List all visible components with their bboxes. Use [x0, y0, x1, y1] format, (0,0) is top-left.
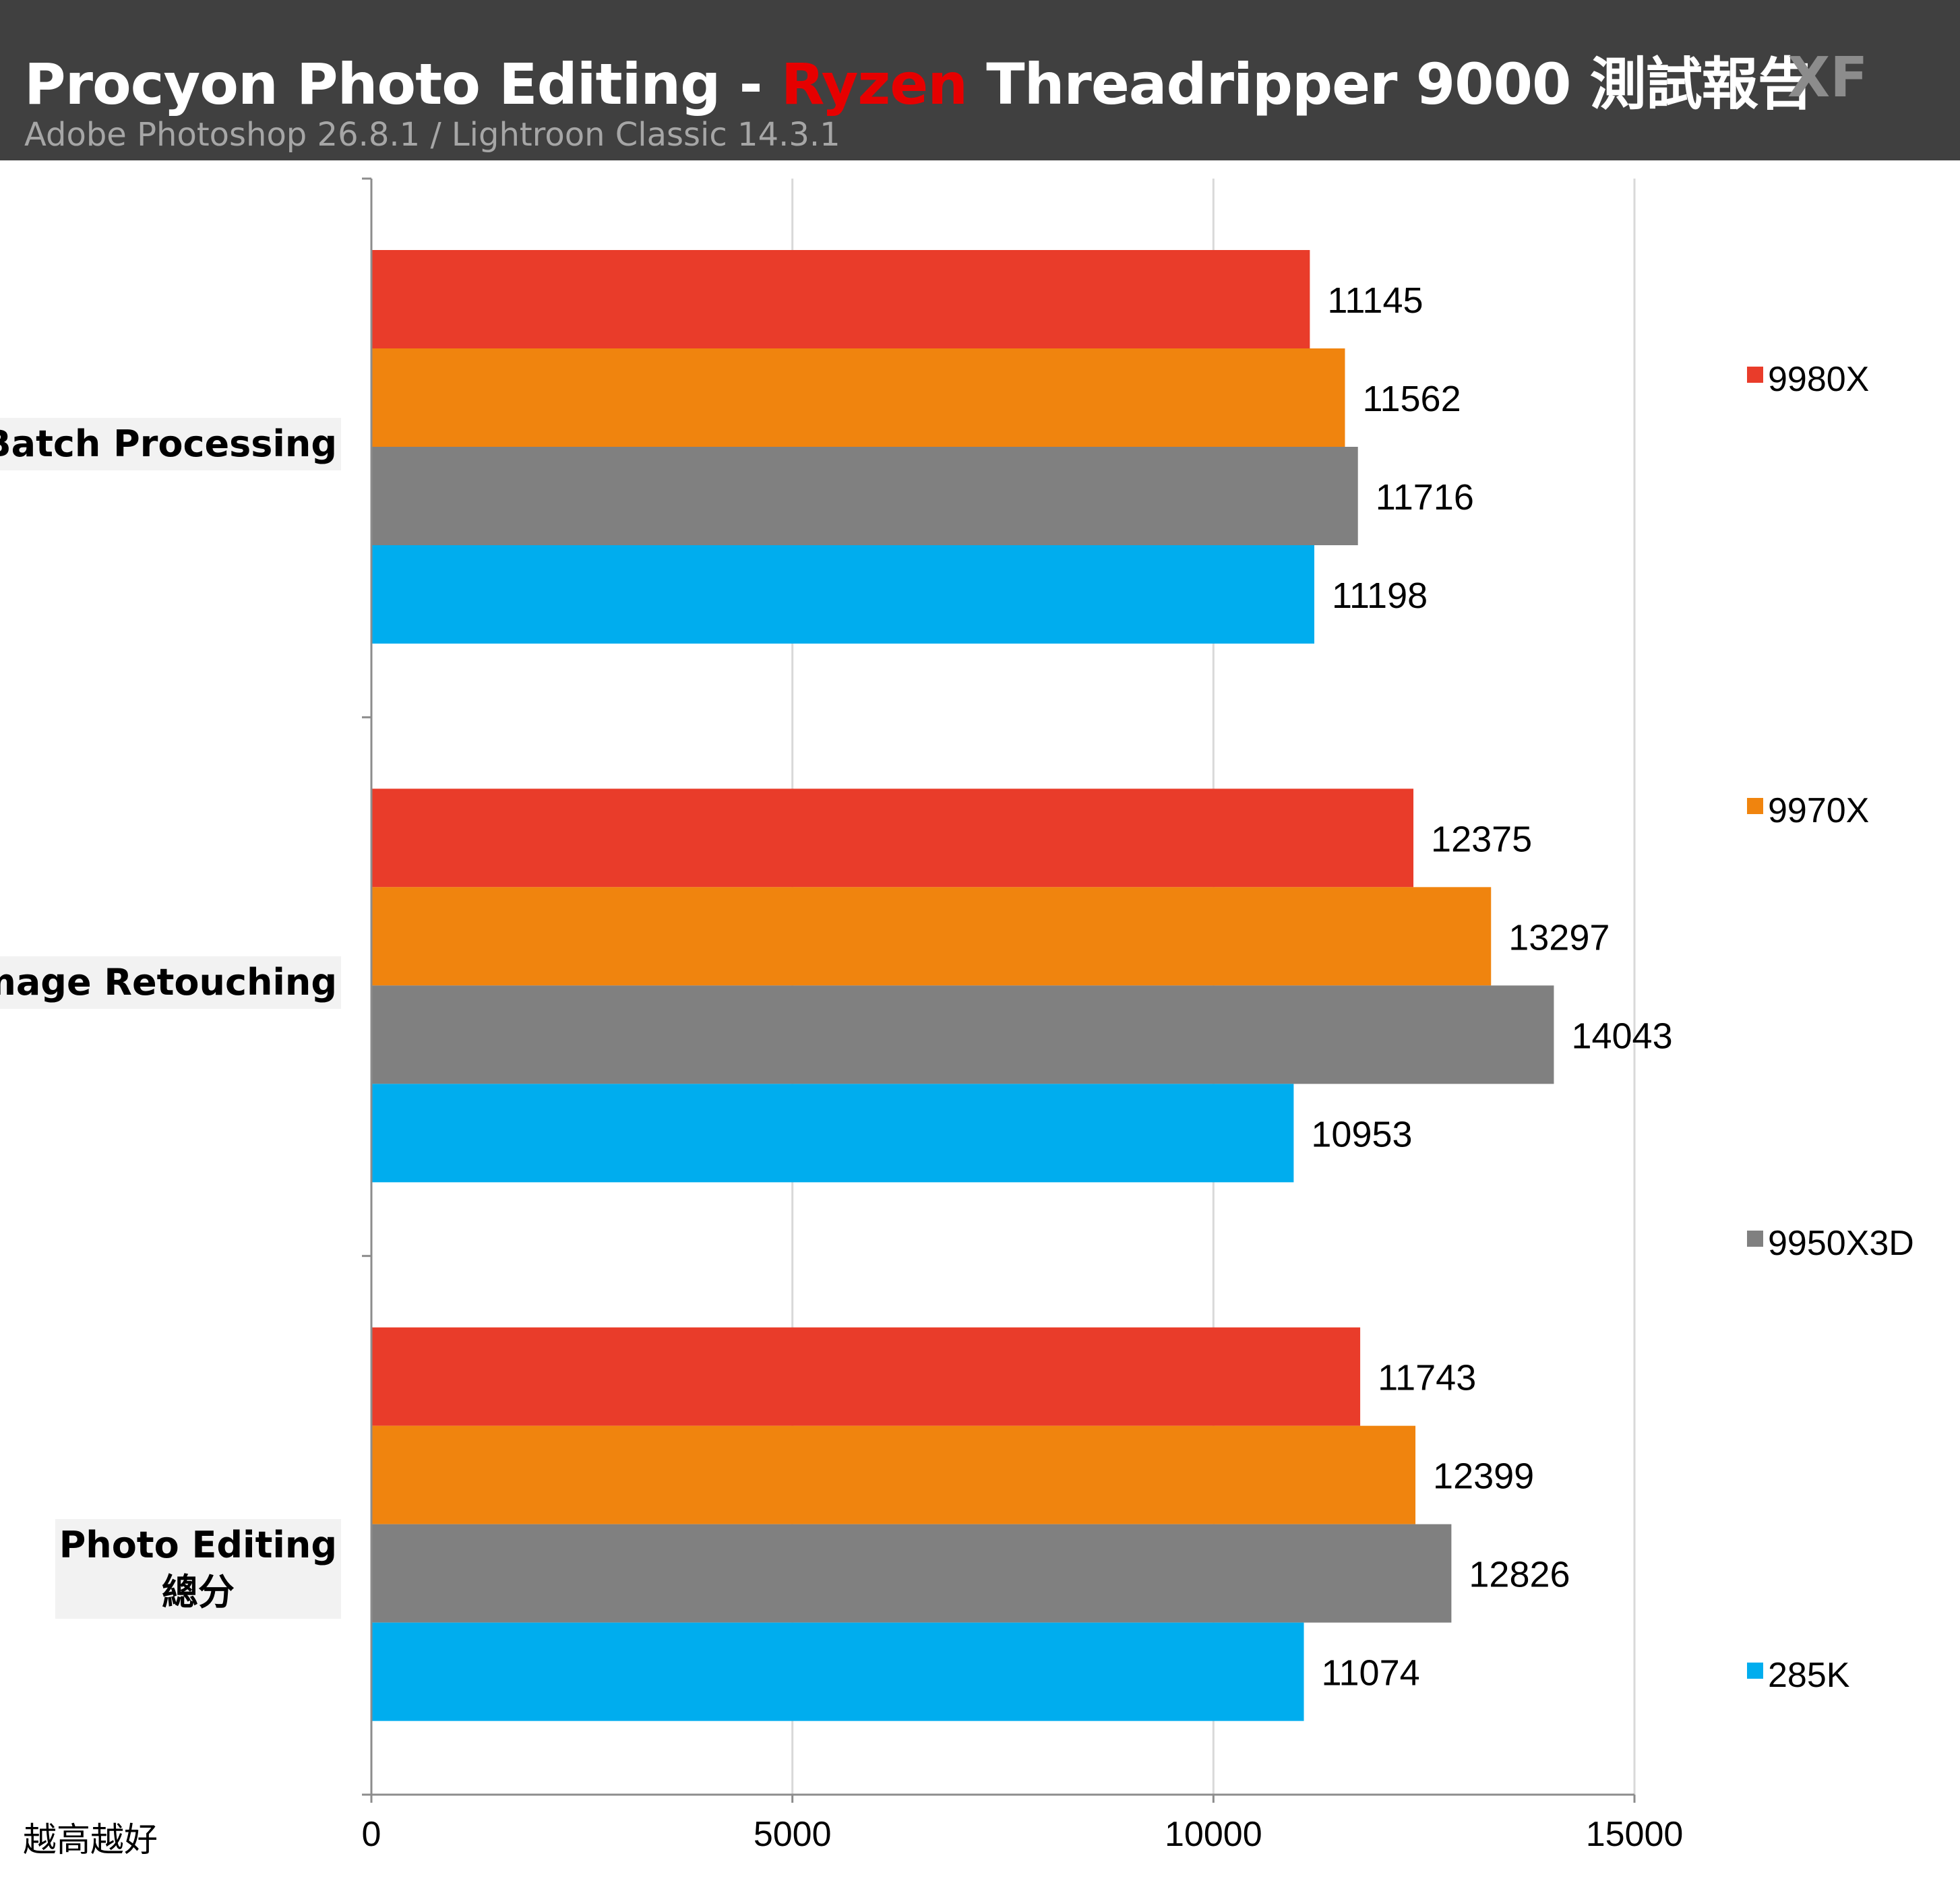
- chart-title: Procyon Photo Editing - Ryzen Threadripp…: [24, 39, 1814, 121]
- legend-label: 9970X: [1768, 791, 1869, 830]
- data-label: 10953: [1311, 1114, 1412, 1154]
- legend-label: 9950X3D: [1768, 1224, 1914, 1263]
- x-tick-label: 5000: [754, 1815, 832, 1854]
- bar-285K: [371, 1084, 1294, 1183]
- brand-logo: XF: [1787, 46, 1868, 110]
- data-label: 12399: [1433, 1456, 1534, 1497]
- legend-marker-9950X3D: [1747, 1231, 1763, 1247]
- chart-header: Procyon Photo Editing - Ryzen Threadripp…: [0, 0, 1960, 160]
- data-label: 11074: [1322, 1653, 1420, 1694]
- bar-9980X: [371, 250, 1310, 348]
- bar-9980X: [371, 788, 1414, 888]
- data-label: 11743: [1378, 1358, 1476, 1398]
- data-label: 11198: [1332, 576, 1428, 616]
- higher-is-better-note: 越高越好: [23, 1820, 158, 1859]
- chart-subtitle: Adobe Photoshop 26.8.1 / Lightroon Class…: [24, 116, 840, 154]
- bar-9970X: [371, 348, 1345, 447]
- legend-marker-285K: [1747, 1663, 1763, 1679]
- bar-9950X3D: [371, 985, 1554, 1084]
- category-label: Photo Editing 總分: [55, 1519, 341, 1619]
- bar-9950X3D: [371, 447, 1358, 545]
- bar-285K: [371, 1622, 1304, 1721]
- x-tick-label: 10000: [1165, 1815, 1262, 1854]
- bar-9970X: [371, 1425, 1416, 1524]
- data-label: 13297: [1508, 917, 1610, 958]
- category-label: Image Retouching: [0, 956, 341, 1009]
- x-tick-label: 15000: [1586, 1815, 1684, 1854]
- title-suffix: Threadripper 9000 測試報告: [967, 51, 1814, 117]
- legend-marker-9970X: [1747, 798, 1763, 814]
- data-label: 11562: [1362, 379, 1461, 419]
- data-label: 12826: [1469, 1555, 1570, 1595]
- data-label: 11145: [1327, 280, 1423, 321]
- title-highlight: Ryzen: [780, 51, 968, 117]
- x-tick-label: 0: [362, 1815, 381, 1854]
- bar-9980X: [371, 1327, 1361, 1426]
- bar-285K: [371, 545, 1315, 644]
- data-label: 11716: [1376, 477, 1474, 518]
- data-label: 12375: [1431, 819, 1532, 859]
- bar-9970X: [371, 887, 1492, 986]
- legend-marker-9980X: [1747, 367, 1763, 383]
- title-prefix: Procyon Photo Editing -: [24, 51, 781, 117]
- category-label: Batch Processing: [0, 417, 341, 470]
- legend-label: 9980X: [1768, 360, 1869, 399]
- legend-label: 285K: [1768, 1656, 1850, 1695]
- data-label: 14043: [1571, 1016, 1672, 1056]
- bar-9950X3D: [371, 1524, 1452, 1623]
